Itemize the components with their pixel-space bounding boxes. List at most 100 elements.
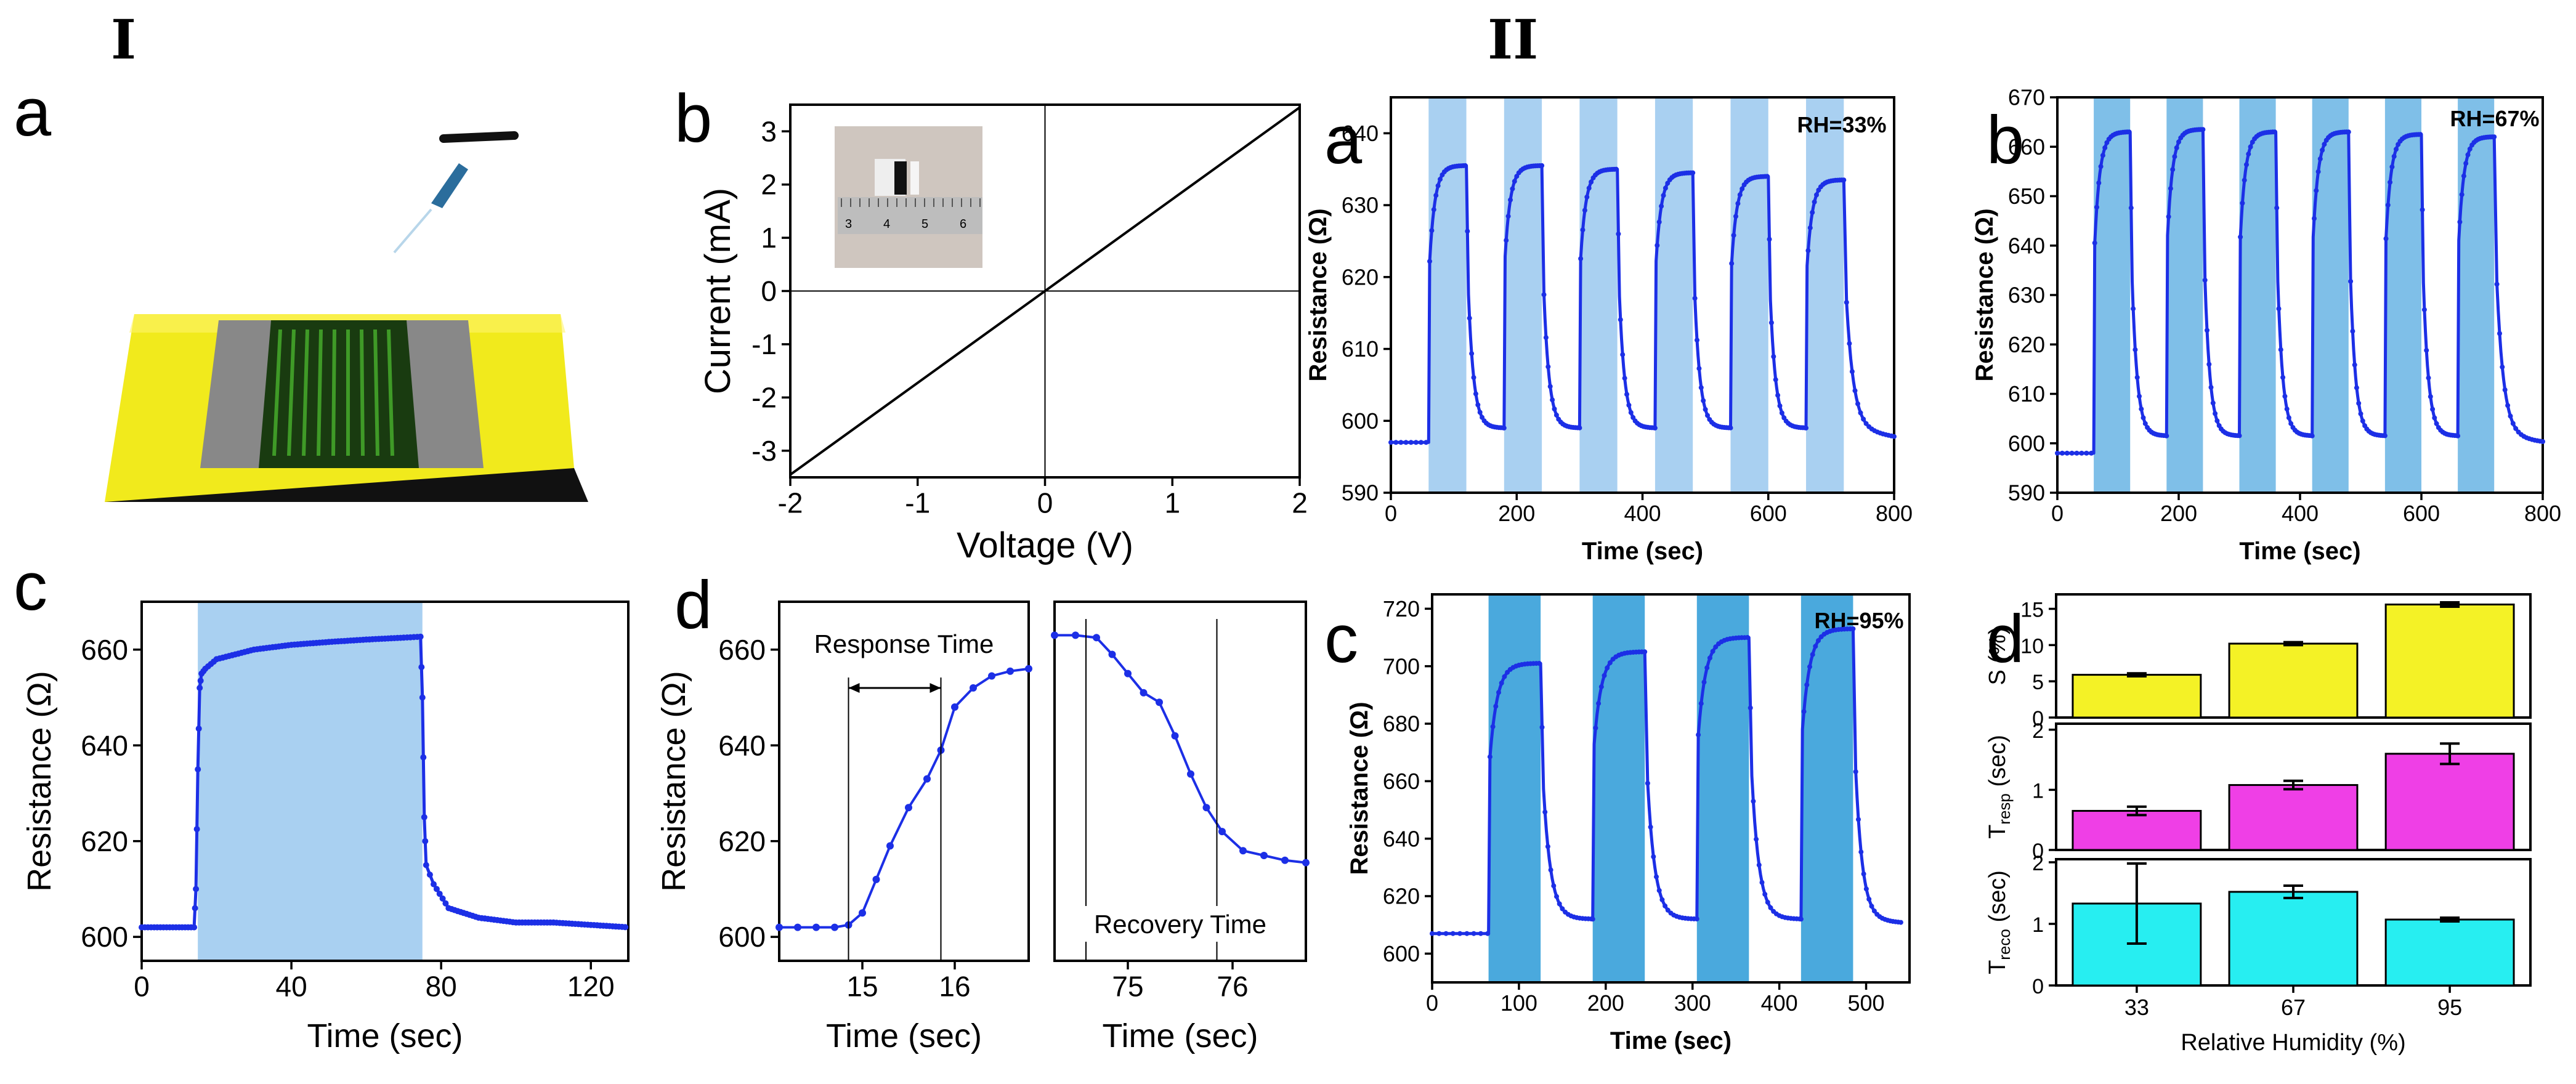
y-tick-label: 0	[2032, 707, 2044, 730]
data-point	[1430, 931, 1435, 936]
data-point	[1853, 769, 1858, 774]
y-tick-label: 660	[2008, 134, 2045, 160]
y-axis-label: Resistance (Ω)	[1971, 208, 1998, 381]
data-point	[1847, 341, 1852, 346]
sensing-film	[259, 320, 419, 468]
y-tick-label: 0	[761, 275, 777, 307]
y-tick-label: 630	[2008, 283, 2045, 308]
data-point	[1510, 186, 1515, 192]
x-tick-label: 0	[1385, 501, 1397, 526]
data-point	[872, 875, 880, 883]
data-point	[1729, 261, 1735, 266]
data-point	[2418, 132, 2423, 137]
data-point	[2317, 156, 2323, 161]
data-point	[2383, 236, 2389, 241]
y-tick-label: 640	[81, 729, 128, 761]
data-point	[1696, 366, 1702, 371]
x-axis-label: Time (sec)	[1103, 1017, 1258, 1054]
y-axis-label: Treco (sec)	[1985, 870, 2014, 974]
data-point	[2126, 129, 2132, 135]
y-tick-label: 620	[2008, 332, 2045, 357]
data-point	[436, 891, 443, 897]
x-tick-label: 40	[275, 971, 307, 1003]
inset-ruler	[838, 197, 982, 234]
x-tick-label: 33	[2124, 995, 2149, 1020]
x-tick-label: 76	[1217, 971, 1248, 1003]
data-point	[2348, 278, 2354, 284]
data-point	[1554, 894, 1559, 899]
y-axis-label: Tresp (sec)	[1985, 735, 2014, 839]
data-point	[1424, 440, 1429, 445]
data-point	[2278, 347, 2283, 352]
y-tick-label: 1	[2032, 913, 2044, 937]
data-point	[2463, 161, 2469, 166]
data-point	[2069, 450, 2075, 456]
data-point	[2131, 306, 2136, 312]
data-point	[776, 923, 783, 931]
data-point	[1465, 229, 1470, 234]
panel-I-d2: 75 76 Time (sec) Recovery Time	[1051, 601, 1310, 1054]
y-axis-label: Resistance (Ω)	[1305, 208, 1332, 381]
data-point	[1547, 384, 1553, 389]
section-label-left: I	[111, 7, 136, 71]
x-tick-label: 0	[1426, 990, 1438, 1016]
data-point	[2388, 179, 2393, 185]
data-point	[1413, 440, 1419, 445]
x-tick-label: 15	[846, 971, 878, 1003]
series-line	[1055, 634, 1306, 864]
x-tick-label: 200	[2160, 501, 2197, 526]
x-tick-label: 300	[1674, 990, 1711, 1016]
data-point	[1620, 352, 1626, 357]
data-point	[1777, 403, 1783, 408]
data-point	[2500, 364, 2505, 370]
x-axis-label: Time (sec)	[1582, 538, 1703, 565]
data-point	[1493, 703, 1499, 709]
data-point	[1427, 259, 1432, 264]
data-point	[1648, 824, 1653, 830]
data-point	[2432, 415, 2437, 421]
x-axis-label: Time (sec)	[826, 1017, 982, 1054]
data-point	[2094, 204, 2099, 210]
data-point	[1814, 192, 1819, 198]
data-point	[1607, 660, 1613, 665]
data-point	[2210, 400, 2216, 406]
plot-frame	[1431, 593, 1911, 984]
y-tick-label: 2	[2032, 719, 2044, 743]
y-tick-label: 10	[2020, 634, 2044, 658]
data-point	[1810, 209, 1815, 215]
data-point	[1431, 207, 1436, 212]
panel-letter: a	[14, 75, 52, 150]
data-point	[2206, 362, 2212, 367]
data-point	[1740, 186, 1745, 192]
inset-ruler-label: 6	[960, 217, 966, 231]
data-point	[1408, 440, 1414, 445]
y-axis-label: Resistance (Ω)	[655, 671, 692, 891]
data-point	[1858, 849, 1864, 855]
y-tick-label: 720	[1383, 596, 1420, 621]
data-point	[1613, 166, 1619, 172]
inset-ruler-label: 4	[883, 217, 890, 231]
y-tick-label: 2	[761, 169, 777, 201]
y-axis-label-main: T	[1985, 825, 2011, 839]
data-point	[1861, 872, 1866, 876]
panel-I-d1: 15 16 600 620 640 660 Resistance (Ω) Time (sec)…	[655, 601, 1032, 1054]
data-point	[2244, 162, 2249, 168]
x-tick-label: 800	[1876, 501, 1913, 526]
data-point	[420, 754, 427, 761]
data-point	[2394, 147, 2399, 152]
y-axis-label: Resistance (Ω)	[21, 671, 58, 891]
data-point	[1798, 916, 1804, 922]
data-point	[2382, 433, 2388, 439]
data-point	[1553, 412, 1559, 418]
data-point	[2055, 450, 2060, 456]
panel-I-a: a	[14, 75, 588, 502]
bar	[2072, 810, 2202, 851]
data-point	[1659, 203, 1664, 209]
y-axis-label-main: S (%)	[1985, 627, 2011, 686]
y-tick-label: 0	[2032, 975, 2044, 998]
humidity-band	[2312, 97, 2349, 493]
data-point	[1539, 724, 1545, 730]
y-tick-label: 600	[1383, 941, 1420, 966]
data-point	[1869, 904, 1874, 909]
